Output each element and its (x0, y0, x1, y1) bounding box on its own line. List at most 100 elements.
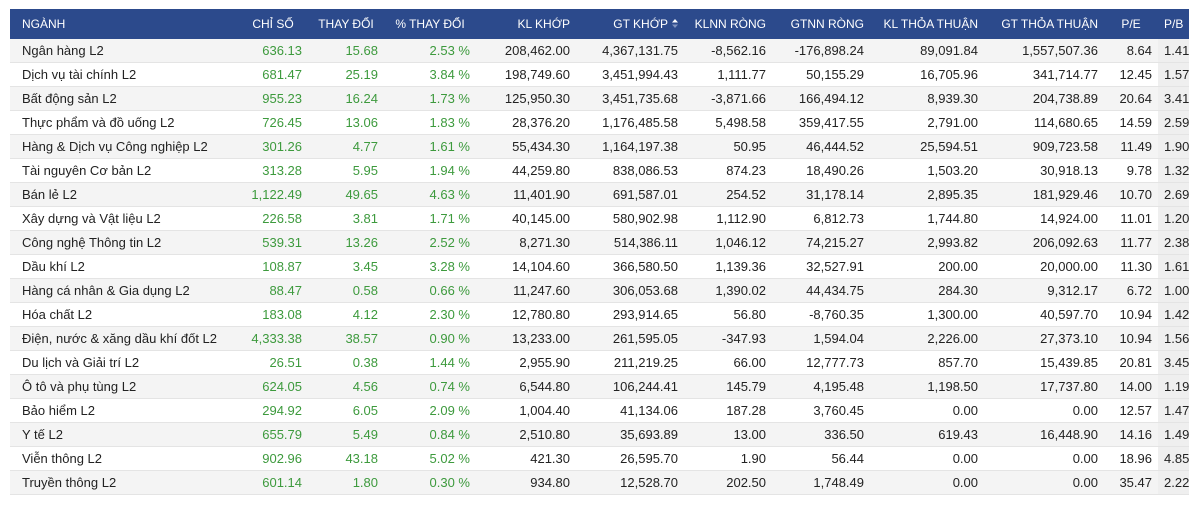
matched-value-cell: 580,902.98 (576, 206, 684, 231)
pe-ratio-cell: 11.30 (1104, 254, 1158, 279)
negotiated-volume-cell: 200.00 (870, 254, 984, 279)
sector-name-cell[interactable]: Hàng cá nhân & Gia dụng L2 (10, 278, 238, 303)
index-value-cell: 726.45 (238, 110, 308, 135)
change-cell: 0.58 (308, 278, 384, 303)
table-row[interactable]: Xây dựng và Vật liệu L2 226.58 3.81 1.71 % 4… (10, 206, 1189, 231)
pb-ratio-cell: 1.57 (1158, 62, 1189, 87)
foreign-net-volume-cell: 202.50 (684, 470, 772, 495)
negotiated-volume-cell: 284.30 (870, 278, 984, 303)
table-row[interactable]: Hàng & Dịch vụ Công nghiệp L2 301.26 4.77 1… (10, 134, 1189, 159)
sector-name-cell[interactable]: Tài nguyên Cơ bản L2 (10, 158, 238, 183)
col-header-gt-thoa-thuan[interactable]: GT THỎA THUẬN (984, 9, 1104, 39)
negotiated-value-cell: 0.00 (984, 470, 1104, 495)
foreign-net-value-cell: 166,494.12 (772, 86, 870, 111)
table-row[interactable]: Hàng cá nhân & Gia dụng L2 88.47 0.58 0.66 … (10, 278, 1189, 303)
table-row[interactable]: Ô tô và phụ tùng L2 624.05 4.56 0.74 % 6,544… (10, 374, 1189, 399)
matched-volume-cell: 198,749.60 (476, 62, 576, 87)
foreign-net-volume-cell: 1,139.36 (684, 254, 772, 279)
change-cell: 15.68 (308, 39, 384, 63)
table-row[interactable]: Y tế L2 655.79 5.49 0.84 % 2,510.80 35,693.89… (10, 422, 1189, 447)
col-header-kl-thoa-thuan[interactable]: KL THỎA THUẬN (870, 9, 984, 39)
table-row[interactable]: Tài nguyên Cơ bản L2 313.28 5.95 1.94 % 44,2… (10, 158, 1189, 183)
change-percent-cell: 1.73 % (384, 86, 476, 111)
sector-name-cell[interactable]: Bất động sản L2 (10, 86, 238, 111)
change-percent-cell: 3.28 % (384, 254, 476, 279)
sector-name-cell[interactable]: Hóa chất L2 (10, 302, 238, 327)
col-header-pct-thay-doi[interactable]: % THAY ĐỔI (384, 9, 476, 39)
foreign-net-value-cell: 359,417.55 (772, 110, 870, 135)
table-row[interactable]: Bán lẻ L2 1,122.49 49.65 4.63 % 11,401.90 691… (10, 182, 1189, 207)
change-percent-cell: 0.66 % (384, 278, 476, 303)
sector-name-cell[interactable]: Truyền thông L2 (10, 470, 238, 495)
table-row[interactable]: Công nghệ Thông tin L2 539.31 13.26 2.52 % 8… (10, 230, 1189, 255)
index-value-cell: 88.47 (238, 278, 308, 303)
pb-ratio-cell: 1.20 (1158, 206, 1189, 231)
negotiated-value-cell: 15,439.85 (984, 350, 1104, 375)
matched-value-cell: 261,595.05 (576, 326, 684, 351)
change-percent-cell: 1.71 % (384, 206, 476, 231)
sector-name-cell[interactable]: Ngân hàng L2 (10, 39, 238, 63)
foreign-net-volume-cell: 254.52 (684, 182, 772, 207)
foreign-net-volume-cell: 187.28 (684, 398, 772, 423)
col-header-gtnn-rong[interactable]: GTNN RÒNG (772, 9, 870, 39)
table-row[interactable]: Viễn thông L2 902.96 43.18 5.02 % 421.30 26,5… (10, 446, 1189, 471)
sector-name-cell[interactable]: Bảo hiểm L2 (10, 398, 238, 423)
matched-volume-cell: 934.80 (476, 470, 576, 495)
table-row[interactable]: Hóa chất L2 183.08 4.12 2.30 % 12,780.80 293,… (10, 302, 1189, 327)
change-cell: 4.77 (308, 134, 384, 159)
table-row[interactable]: Thực phẩm và đồ uống L2 726.45 13.06 1.83 %… (10, 110, 1189, 135)
change-cell: 13.06 (308, 110, 384, 135)
pb-ratio-cell: 4.85 (1158, 446, 1189, 471)
negotiated-volume-cell: 25,594.51 (870, 134, 984, 159)
sector-name-cell[interactable]: Điện, nước & xăng dầu khí đốt L2 (10, 326, 238, 351)
change-percent-cell: 0.90 % (384, 326, 476, 351)
negotiated-value-cell: 0.00 (984, 446, 1104, 471)
matched-volume-cell: 11,247.60 (476, 278, 576, 303)
table-row[interactable]: Bất động sản L2 955.23 16.24 1.73 % 125,950.… (10, 86, 1189, 111)
table-row[interactable]: Ngân hàng L2 636.13 15.68 2.53 % 208,462.00 4… (10, 39, 1189, 63)
matched-value-cell: 838,086.53 (576, 158, 684, 183)
negotiated-volume-cell: 0.00 (870, 470, 984, 495)
sort-arrows-icon[interactable] (672, 19, 678, 29)
col-header-thay-doi[interactable]: THAY ĐỔI (308, 9, 384, 39)
index-value-cell: 955.23 (238, 86, 308, 111)
table-row[interactable]: Điện, nước & xăng dầu khí đốt L2 4,333.38… (10, 326, 1189, 351)
sector-name-cell[interactable]: Ô tô và phụ tùng L2 (10, 374, 238, 399)
change-cell: 16.24 (308, 86, 384, 111)
col-header-chi-so[interactable]: CHỈ SỐ (238, 9, 308, 39)
change-percent-cell: 3.84 % (384, 62, 476, 87)
index-value-cell: 294.92 (238, 398, 308, 423)
negotiated-value-cell: 14,924.00 (984, 206, 1104, 231)
table-row[interactable]: Truyền thông L2 601.14 1.80 0.30 % 934.80 12,… (10, 470, 1189, 495)
table-row[interactable]: Du lịch và Giải trí L2 26.51 0.38 1.44 % 2,9… (10, 350, 1189, 375)
col-header-nganh[interactable]: NGÀNH (10, 9, 238, 39)
sector-name-cell[interactable]: Y tế L2 (10, 422, 238, 447)
foreign-net-volume-cell: 56.80 (684, 302, 772, 327)
change-cell: 49.65 (308, 182, 384, 207)
sector-name-cell[interactable]: Dịch vụ tài chính L2 (10, 62, 238, 87)
index-value-cell: 539.31 (238, 230, 308, 255)
col-header-kl-khop[interactable]: KL KHỚP (476, 9, 576, 39)
foreign-net-value-cell: 6,812.73 (772, 206, 870, 231)
matched-value-cell: 514,386.11 (576, 230, 684, 255)
table-row[interactable]: Dịch vụ tài chính L2 681.47 25.19 3.84 % 198… (10, 62, 1189, 87)
col-header-klnn-rong[interactable]: KLNN RÒNG (684, 9, 772, 39)
sector-name-cell[interactable]: Viễn thông L2 (10, 446, 238, 471)
col-header-gt-khop[interactable]: GT KHỚP (576, 9, 684, 39)
matched-value-cell: 26,595.70 (576, 446, 684, 471)
col-header-pe[interactable]: P/E (1104, 9, 1158, 39)
sector-name-cell[interactable]: Hàng & Dịch vụ Công nghiệp L2 (10, 134, 238, 159)
sector-name-cell[interactable]: Thực phẩm và đồ uống L2 (10, 110, 238, 135)
table-row[interactable]: Bảo hiểm L2 294.92 6.05 2.09 % 1,004.40 41,13… (10, 398, 1189, 423)
sector-name-cell[interactable]: Du lịch và Giải trí L2 (10, 350, 238, 375)
pe-ratio-cell: 20.81 (1104, 350, 1158, 375)
sector-name-cell[interactable]: Công nghệ Thông tin L2 (10, 230, 238, 255)
sector-name-cell[interactable]: Dầu khí L2 (10, 254, 238, 279)
table-row[interactable]: Dầu khí L2 108.87 3.45 3.28 % 14,104.60 366,5… (10, 254, 1189, 279)
col-header-pb[interactable]: P/B (1158, 9, 1189, 39)
change-cell: 43.18 (308, 446, 384, 471)
sector-name-cell[interactable]: Bán lẻ L2 (10, 182, 238, 207)
pe-ratio-cell: 10.94 (1104, 326, 1158, 351)
sector-name-cell[interactable]: Xây dựng và Vật liệu L2 (10, 206, 238, 231)
change-percent-cell: 0.74 % (384, 374, 476, 399)
